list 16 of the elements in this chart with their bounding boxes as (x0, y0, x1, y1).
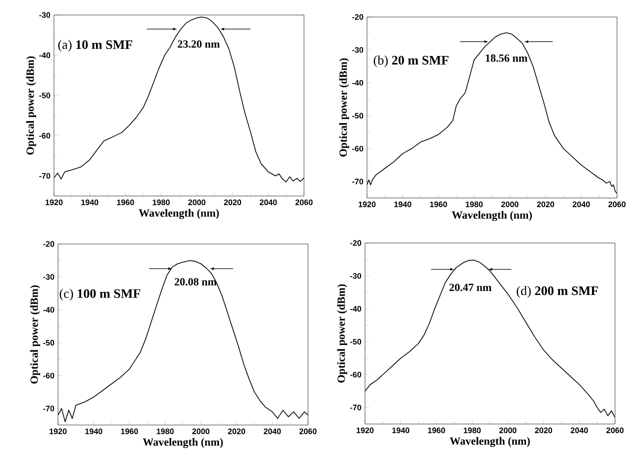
annotation: 20.08 nm (174, 278, 217, 286)
x-axis-title: Wavelength (nm) (450, 437, 530, 448)
annotation: 18.56 nm (486, 54, 528, 62)
annotation: 20.47 nm (450, 284, 492, 292)
x-axis-title: Wavelength (nm) (452, 211, 532, 222)
y-axis-title: Optical power (dBm) (30, 285, 40, 384)
annotation: (a) 10 m SMF (58, 40, 132, 52)
x-axis-title: Wavelength (nm) (142, 438, 223, 448)
y-axis-title: Optical power (dBm) (339, 58, 350, 157)
y-axis-title: Optical power (dBm) (337, 284, 348, 383)
annotation: (d) 200 m SMF (516, 286, 598, 298)
annotation: (b) 20 m SMF (374, 55, 448, 68)
annotation: 23.20 nm (178, 40, 220, 48)
annotation: (c) 100 m SMF (60, 288, 140, 301)
x-axis-title: Wavelength (nm) (138, 209, 219, 220)
y-axis-title: Optical power (dBm) (26, 56, 36, 155)
